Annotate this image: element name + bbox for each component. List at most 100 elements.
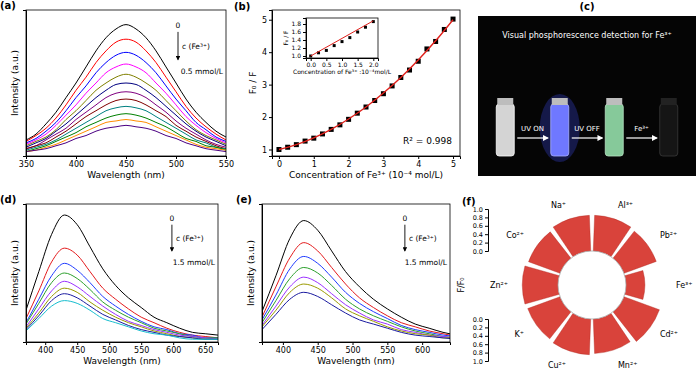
plot: 01234512345Concentration of Fe³⁺ (10⁻⁴ m… xyxy=(248,10,461,180)
tick-mark xyxy=(141,342,142,345)
photo-title: Visual phosphorescence detection for Fe³… xyxy=(502,31,672,40)
photo-arrow xyxy=(572,137,603,138)
tick-label: 0.0 xyxy=(473,248,483,256)
spectrum-line xyxy=(262,267,450,337)
tick: 0.0 xyxy=(306,58,316,68)
photo-arrow xyxy=(517,137,548,138)
tick: 0.0 xyxy=(473,248,488,256)
tick-mark xyxy=(383,156,384,159)
y-axis-title: F₀ / F xyxy=(248,72,258,95)
tick-label: 600 xyxy=(415,346,430,355)
spectrum-line xyxy=(26,106,226,150)
spectrum-line xyxy=(26,288,218,339)
annotation-arrow xyxy=(178,32,179,60)
tick-mark xyxy=(205,342,206,345)
plot: 350400450500550Wavelength (nm)Intensity … xyxy=(10,10,234,180)
bar xyxy=(593,313,630,353)
tick-mark xyxy=(314,156,315,159)
tick-mark xyxy=(387,342,388,345)
tick-mark xyxy=(318,342,319,345)
tick-mark xyxy=(45,342,46,345)
axis-line xyxy=(273,157,461,160)
category-label: Al³⁺ xyxy=(618,201,633,210)
panel-label: (a) xyxy=(0,0,16,11)
tick-label: 3 xyxy=(262,81,267,90)
axis-line xyxy=(485,320,489,362)
tick-mark xyxy=(126,156,127,159)
tick: 5 xyxy=(451,156,456,169)
tick-mark xyxy=(485,209,488,210)
annotation: c (Fe³⁺) xyxy=(182,42,210,51)
tick: 0.2 xyxy=(473,239,488,247)
marks xyxy=(262,221,450,340)
tick-mark xyxy=(283,342,284,345)
plot-frame xyxy=(26,10,226,156)
bar xyxy=(553,215,591,256)
tick-label: 1.4 xyxy=(291,36,301,43)
inner-circle xyxy=(558,251,626,319)
tick-mark xyxy=(349,156,350,159)
category-label: Cd²⁺ xyxy=(660,330,678,339)
spectrum-line xyxy=(26,64,226,144)
x-axis: 012345 xyxy=(273,156,461,169)
plot-frame xyxy=(306,18,378,58)
tick-mark xyxy=(485,344,488,345)
spectrum-line xyxy=(26,263,218,338)
spectrum-line xyxy=(26,281,218,339)
tick-mark xyxy=(303,40,306,41)
x-axis-title: Wavelength (nm) xyxy=(83,356,161,366)
tick: 0.8 xyxy=(473,349,488,357)
x-axis-title: Wavelength (nm) xyxy=(87,170,165,180)
data-point xyxy=(356,31,359,34)
marks xyxy=(26,25,226,152)
category-label: K⁺ xyxy=(515,330,524,339)
photo: Visual phosphorescence detection for Fe³… xyxy=(478,16,696,176)
tick: 500 xyxy=(345,342,360,355)
tick: 2 xyxy=(347,156,352,169)
annotation-arrow xyxy=(171,225,172,251)
tick-mark xyxy=(485,226,488,227)
tick-label: 0.4 xyxy=(473,332,483,340)
spectrum-line xyxy=(262,277,450,338)
tick-mark xyxy=(353,342,354,345)
spectrum-line xyxy=(26,39,226,141)
tick-mark xyxy=(303,56,306,57)
annotation: 0 xyxy=(176,21,181,30)
tick-mark xyxy=(418,156,419,159)
x-axis: 350400450500550 xyxy=(19,156,234,169)
x-axis: 0.00.51.01.52.0 xyxy=(306,58,378,68)
y-axis-lower: 0.00.20.40.60.81.0 xyxy=(473,316,489,366)
annotation: c (Fe³⁺) xyxy=(176,234,204,243)
y-axis xyxy=(23,205,27,343)
tick: 0.6 xyxy=(473,341,488,349)
annotation-arrow xyxy=(404,225,405,251)
tick-label: 500 xyxy=(345,346,360,355)
axis-line xyxy=(263,343,451,346)
tick-mark xyxy=(485,353,488,354)
spectrum-line xyxy=(26,301,218,340)
tick: 600 xyxy=(415,342,430,355)
tick: 450 xyxy=(311,342,326,355)
vial-cap xyxy=(552,98,568,105)
tick-label: 500 xyxy=(102,346,117,355)
tick: 1 xyxy=(262,146,272,155)
tick-label: 0.2 xyxy=(473,324,483,332)
axis-line xyxy=(23,11,27,157)
spectrum-line xyxy=(262,256,450,336)
inset: 0.00.51.01.52.01.01.21.41.61.8Concentrat… xyxy=(282,18,392,75)
category-label: Zn²⁺ xyxy=(490,281,508,290)
tick-mark xyxy=(485,234,488,235)
marks xyxy=(26,215,218,339)
spectrum-line xyxy=(26,294,218,340)
tick: 550 xyxy=(134,342,149,355)
tick-mark xyxy=(485,336,488,337)
tick: 3 xyxy=(262,81,272,90)
axis-line xyxy=(269,11,273,157)
data-point xyxy=(325,49,328,52)
tick: 0.0 xyxy=(473,316,488,324)
data-point xyxy=(348,36,351,39)
y-axis xyxy=(259,205,263,343)
axis-line xyxy=(485,210,489,252)
plot-frame xyxy=(262,204,450,342)
tick: 0.2 xyxy=(473,324,488,332)
